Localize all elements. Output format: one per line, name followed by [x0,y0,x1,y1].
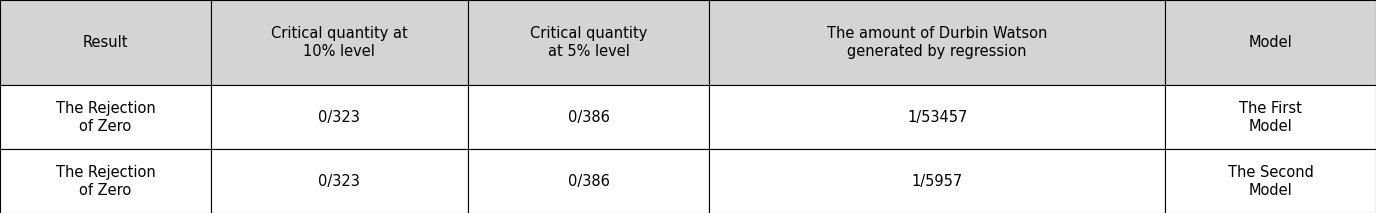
Text: 0/323: 0/323 [318,110,361,125]
Text: 0/323: 0/323 [318,174,361,189]
Bar [710,0,1165,85]
Text: 1/53457: 1/53457 [907,110,967,125]
Bar [710,85,1165,149]
Text: Critical quantity at
10% level: Critical quantity at 10% level [271,26,407,59]
Text: The First
Model: The First Model [1238,101,1302,134]
Bar [0,149,211,213]
Bar [1165,85,1376,149]
Text: The Rejection
of Zero: The Rejection of Zero [55,101,155,134]
Text: 1/5957: 1/5957 [911,174,963,189]
Bar [1165,149,1376,213]
Bar [0,85,211,149]
Bar [211,85,468,149]
Text: Model: Model [1248,35,1292,50]
Text: Result: Result [83,35,128,50]
Text: The Second
Model: The Second Model [1227,165,1314,197]
Bar [211,149,468,213]
Bar [0,0,211,85]
Text: The amount of Durbin Watson
generated by regression: The amount of Durbin Watson generated by… [827,26,1047,59]
Text: 0/386: 0/386 [568,174,610,189]
Bar [211,0,468,85]
Bar [710,149,1165,213]
Bar [468,149,710,213]
Bar [1165,0,1376,85]
Text: Critical quantity
at 5% level: Critical quantity at 5% level [530,26,647,59]
Bar [468,0,710,85]
Bar [468,85,710,149]
Text: The Rejection
of Zero: The Rejection of Zero [55,165,155,197]
Text: 0/386: 0/386 [568,110,610,125]
